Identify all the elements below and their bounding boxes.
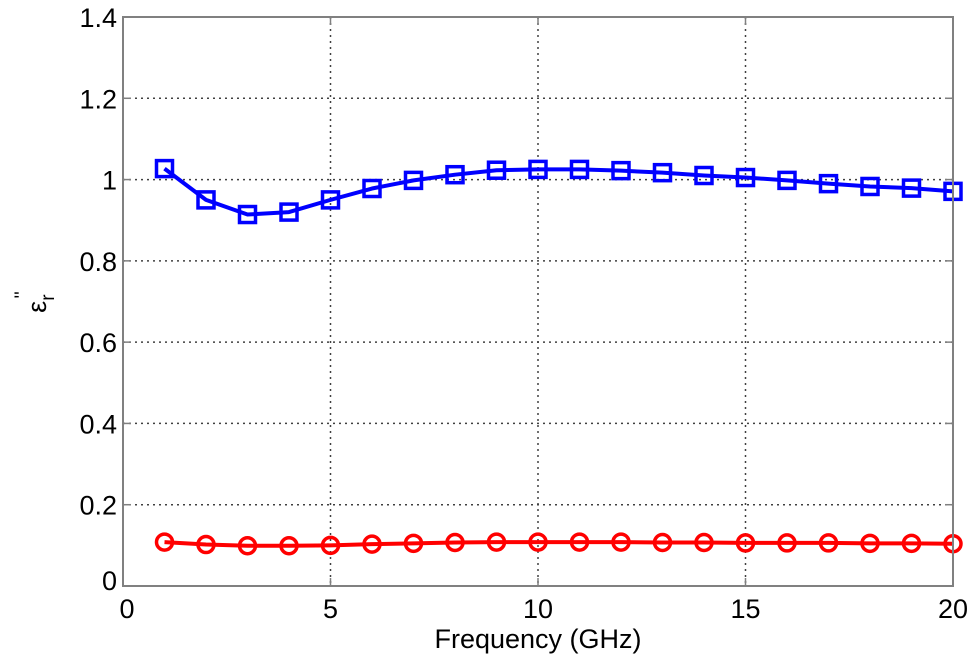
data-point-square [569,159,590,180]
data-point-circle [777,533,797,553]
data-point-circle [611,532,631,552]
x-tick-label: 10 [523,594,553,624]
y-tick-label: 0.2 [79,491,117,521]
data-point-square [279,202,299,222]
data-point-circle [901,533,922,554]
x-tick-label: 5 [323,594,338,624]
data-point-circle [445,532,465,553]
data-point-square [196,190,216,210]
data-point-circle [403,533,424,554]
y-axis-tick-labels: 0 0.2 0.4 0.6 0.8 1 1.2 1.4 [79,3,117,596]
data-point-circle [486,532,507,552]
data-point-circle [362,534,382,554]
data-point-square [652,162,673,183]
y-tick-label: 0.8 [79,247,117,277]
svg-text:εr'': εr '' [12,291,59,313]
y-tick-label: 0.6 [79,328,117,358]
data-point-circle [196,534,216,555]
data-point-square [362,178,382,199]
data-point-circle [279,536,299,556]
grid-lines [123,17,953,586]
data-point-square [901,178,922,198]
series-blue-squares [154,158,963,225]
data-point-circle [569,532,590,552]
data-point-square [154,158,175,179]
y-axis-title-subscript: r [38,294,59,301]
data-point-square [320,190,341,210]
data-point-square [445,164,465,185]
data-point-square [403,170,424,191]
y-tick-label: 1 [102,166,117,196]
x-tick-label: 15 [730,594,760,624]
data-point-circle [320,535,341,556]
x-axis-tick-labels: 0 5 10 15 20 [119,594,968,624]
data-point-circle [860,533,880,554]
data-point-circle [528,532,548,552]
data-point-circle [652,532,673,553]
data-point-square [486,160,507,180]
data-point-circle [735,533,756,553]
y-tick-label: 0.4 [79,409,117,439]
x-axis-title: Frequency (GHz) [434,624,641,654]
y-tick-label: 1.4 [79,3,117,33]
data-point-square [735,167,756,188]
y-axis-title-prime: '' [12,291,33,298]
axis-ticks [122,16,954,587]
data-point-square [528,159,548,180]
data-point-square [860,176,880,197]
y-tick-label: 1.2 [79,84,117,114]
data-point-square [818,173,839,194]
data-point-circle [154,532,175,552]
data-point-square [611,160,631,181]
y-axis-title: εr '' [12,291,59,313]
y-axis-title-symbol: ε [22,301,52,313]
data-point-circle [818,533,839,553]
data-point-circle [237,536,258,556]
x-tick-label: 20 [938,594,968,624]
series-red-circles [154,532,963,556]
data-point-square [777,170,797,191]
data-series [154,158,963,556]
data-point-square [237,204,258,225]
data-point-square [694,165,714,186]
y-tick-label: 0 [102,566,117,596]
x-tick-label: 0 [119,594,134,624]
data-point-circle [694,532,714,553]
